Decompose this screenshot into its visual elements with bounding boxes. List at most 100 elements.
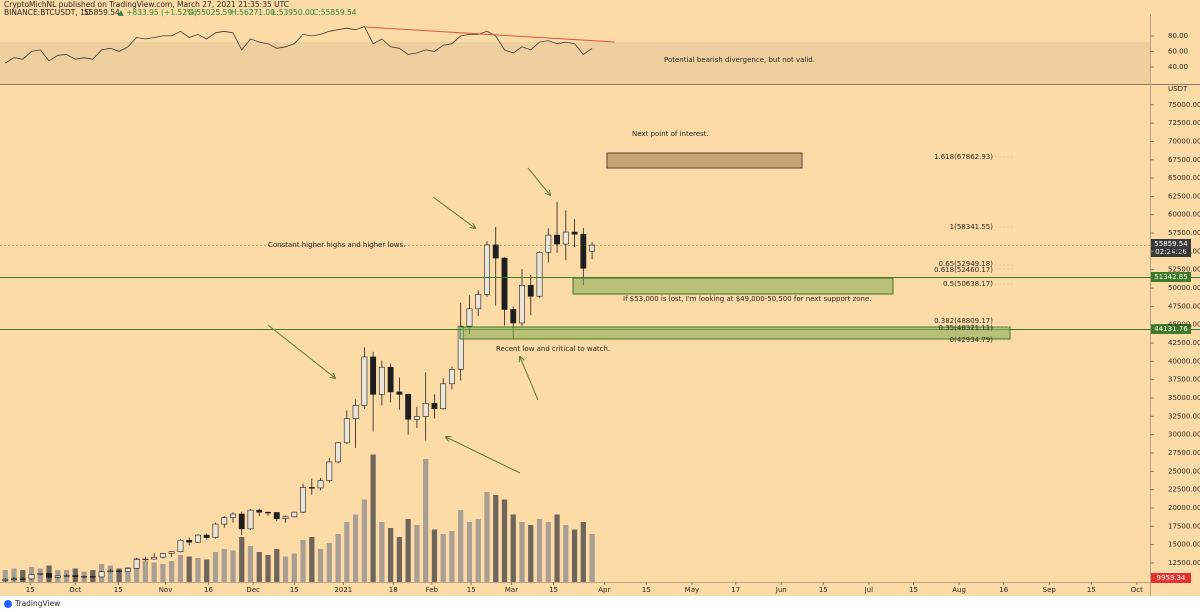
volume-bar: [554, 514, 560, 582]
candle-body: [501, 257, 508, 310]
candle-body: [457, 325, 464, 370]
candle-body: [484, 244, 490, 295]
volume-bar: [352, 514, 359, 582]
candle-body: [326, 461, 333, 481]
volume-bar: [256, 552, 262, 582]
fib-label: 0.618(52460.17): [934, 266, 993, 274]
candle-body: [37, 573, 44, 575]
y-tick-label: 67500.00: [1168, 156, 1200, 164]
volume-bar: [169, 561, 175, 582]
volume-bar: [501, 499, 508, 582]
candle-body: [89, 575, 96, 578]
candle-body: [545, 234, 552, 253]
x-tick-label: 17: [731, 586, 740, 594]
volume-bar: [326, 543, 332, 582]
y-tick-label: 12500.00: [1168, 559, 1200, 567]
x-tick-label: 15: [290, 586, 299, 594]
volume-bar: [370, 454, 376, 582]
y-tick-label: 62500.00: [1168, 192, 1200, 200]
volume-bar: [466, 522, 473, 582]
volume-bar: [423, 459, 429, 582]
candle-body: [159, 553, 166, 558]
unit-label: USDT: [1168, 85, 1188, 93]
candle-body: [300, 487, 306, 513]
candle-body: [589, 244, 596, 252]
x-tick-label: 18: [389, 586, 398, 594]
fib-label: 0.382(48809.17): [934, 317, 993, 325]
arrows: [267, 167, 550, 474]
y-tick-label: 30000.00: [1168, 431, 1200, 439]
volume-bar: [405, 519, 411, 582]
volume-bar: [589, 534, 595, 582]
y-tick-label: 52500.00: [1168, 266, 1200, 274]
candle-body: [168, 551, 175, 554]
price-tag-label: 02:24:26: [1155, 248, 1187, 256]
candle-body: [413, 416, 420, 420]
rsi-tick-label: 60.00: [1168, 47, 1188, 55]
candle-body: [378, 366, 385, 395]
fib-label: 1.618(67862.93): [934, 153, 993, 161]
last-price: 55859.54: [84, 8, 120, 17]
candle-body: [291, 511, 298, 518]
marks: [2, 26, 596, 582]
candle-body: [536, 251, 543, 297]
x-tick-label: Oct: [1131, 586, 1143, 594]
y-tick-label: 65000.00: [1168, 174, 1200, 182]
x-tick-label: 15: [114, 586, 123, 594]
candle-body: [282, 516, 289, 519]
fib-label: 1(58341.55): [950, 223, 994, 231]
ohlc: O:55025.59: [188, 8, 232, 17]
rsi-tick-label: 80.00: [1168, 32, 1188, 40]
ohlc: L:53950.00: [272, 8, 315, 17]
y-tick-label: 35000.00: [1168, 394, 1200, 402]
volume-bar: [388, 528, 394, 582]
volume-bar: [177, 555, 184, 582]
ohlc: C:55859.54: [313, 8, 357, 17]
y-tick-label: 22500.00: [1168, 486, 1200, 494]
support-zone: [459, 326, 1011, 340]
candle-body: [387, 366, 394, 393]
volume-bar: [151, 562, 157, 582]
volume-bar: [20, 570, 26, 582]
symbol: BINANCE:BTCUSDT, 1D: [4, 8, 91, 17]
candle-body: [519, 285, 525, 324]
volume-bar: [484, 492, 490, 582]
candle-body: [527, 285, 534, 297]
annotation: If $53,000 is lost, I'm looking at $49,0…: [623, 295, 872, 303]
price-tag: [1151, 324, 1191, 334]
candle-body: [562, 231, 569, 245]
volume-bar: [11, 568, 17, 582]
candle-body: [247, 509, 254, 530]
candle-body: [81, 575, 88, 578]
volume-bar: [317, 549, 324, 582]
price-tag-label: 9959.34: [1157, 574, 1186, 582]
y-tick-label: 40000.00: [1168, 357, 1200, 365]
y-tick-label: 50000.00: [1168, 284, 1200, 292]
x-tick-label: Sep: [1043, 586, 1057, 594]
x-tick-label: Jul: [864, 586, 874, 594]
volume-bar: [361, 499, 367, 582]
price-tag-label: 44131.76: [1154, 325, 1188, 333]
candle-body: [308, 487, 315, 489]
fib-label: 0.5(50638.17): [943, 280, 993, 288]
x-tick-label: 15: [909, 586, 918, 594]
y-tick-label: 17500.00: [1168, 522, 1200, 530]
x-tick-label: May: [685, 586, 699, 594]
volume-bar: [291, 553, 297, 582]
y-tick-label: 60000.00: [1168, 211, 1200, 219]
candle-body: [107, 570, 114, 573]
volume-bar: [563, 525, 569, 582]
volume-bar: [300, 540, 306, 582]
candle-body: [72, 575, 79, 578]
volume-bar: [580, 522, 586, 582]
volume-bar: [212, 552, 219, 582]
divergence-line: [364, 26, 616, 43]
volume-bar: [528, 525, 534, 582]
candle-body: [116, 570, 123, 572]
candle-body: [431, 403, 438, 410]
y-tick-label: 37500.00: [1168, 376, 1200, 384]
candle-body: [230, 513, 236, 518]
x-tick-label: 2021: [334, 586, 352, 594]
y-tick-label: 42500.00: [1168, 339, 1200, 347]
